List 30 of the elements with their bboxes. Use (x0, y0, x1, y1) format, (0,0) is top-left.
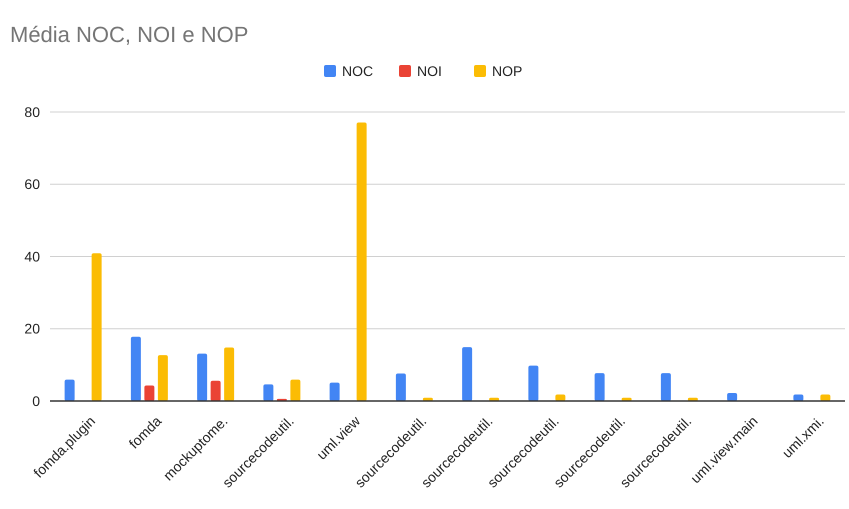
bar (224, 348, 234, 401)
legend-label: NOC (342, 63, 374, 79)
bar (158, 355, 168, 401)
y-tick-label: 80 (24, 104, 40, 120)
bar (793, 394, 804, 401)
chart-title: Média NOC, NOI e NOP (10, 22, 248, 47)
bar (64, 380, 75, 401)
y-tick-label: 20 (24, 320, 40, 337)
bar (396, 374, 406, 401)
bar (330, 382, 340, 401)
bar (462, 347, 472, 401)
legend-label: NOP (492, 63, 522, 79)
y-tick-label: 40 (24, 248, 40, 264)
bar (263, 384, 274, 401)
bar (528, 366, 538, 401)
bar (210, 380, 221, 401)
bar (820, 394, 830, 401)
bar (727, 393, 738, 401)
bar (555, 394, 566, 401)
bar (144, 385, 154, 401)
y-tick-label: 0 (32, 392, 40, 409)
bar (130, 336, 141, 401)
bar (92, 253, 102, 401)
bar (197, 354, 208, 401)
bar (594, 373, 605, 401)
legend-label: NOI (417, 63, 442, 79)
bar (356, 122, 367, 401)
bar (290, 380, 300, 401)
y-tick-label: 60 (24, 176, 40, 192)
bar (660, 373, 671, 401)
